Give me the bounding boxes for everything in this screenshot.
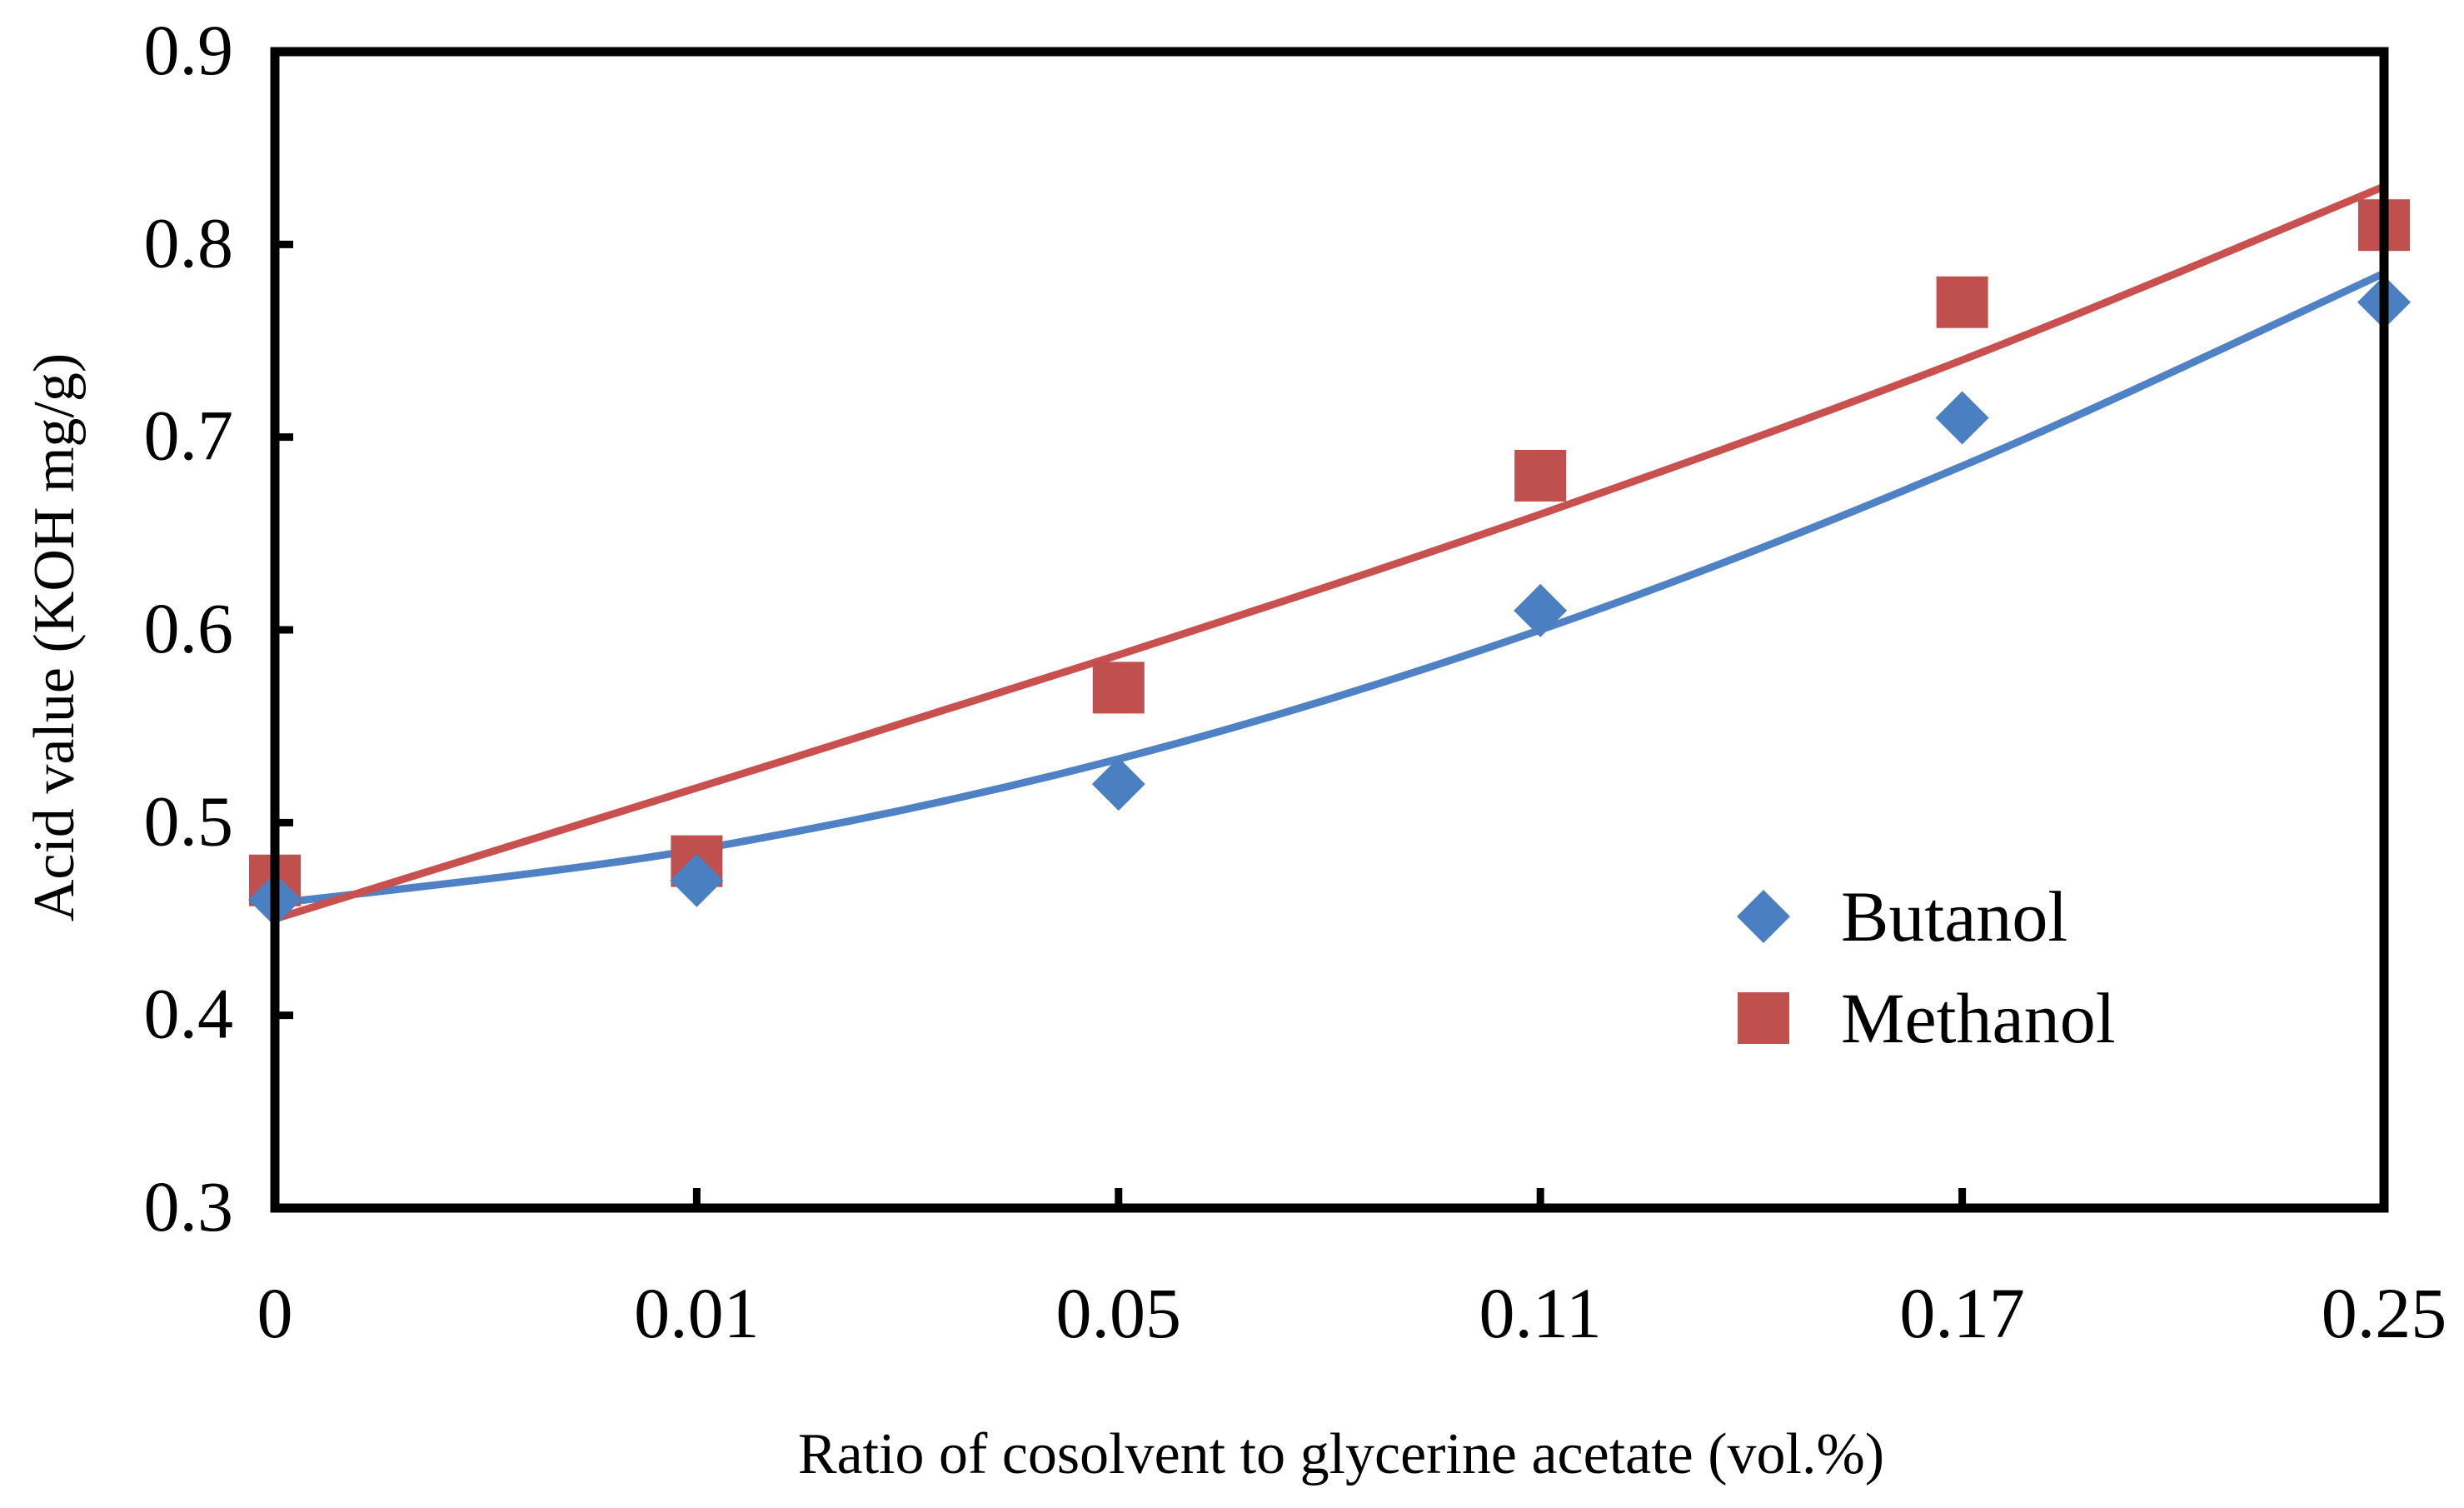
legend: Butanol Methanol (1737, 876, 2116, 1058)
marker-butanol-0.11 (1514, 583, 1568, 637)
legend-label-methanol: Methanol (1841, 978, 2116, 1058)
y-axis-title: Acid value (KOH mg/g) (22, 353, 87, 921)
trendline-methanol (271, 182, 2388, 923)
trendlines (271, 182, 2388, 923)
legend-label-butanol: Butanol (1841, 876, 2067, 956)
y-tick-label-0.5: 0.5 (144, 781, 234, 861)
y-axis: 0.3 0.4 0.5 0.6 0.7 0.8 0.9 (144, 10, 293, 1246)
marker-methanol-0.17 (1936, 276, 1988, 328)
marker-butanol-0.05 (1091, 757, 1145, 811)
x-tick-label-0.25: 0.25 (2322, 1273, 2447, 1353)
y-tick-label-0.3: 0.3 (144, 1166, 234, 1246)
y-tick-label-0.9: 0.9 (144, 10, 234, 90)
legend-marker-butanol (1737, 890, 1790, 943)
marker-methanol-0.11 (1514, 449, 1567, 502)
x-tick-label-0.17: 0.17 (1899, 1273, 2025, 1353)
x-tick-label-0.01: 0.01 (634, 1273, 760, 1353)
y-tick-label-0.8: 0.8 (144, 202, 234, 282)
y-tick-label-0.4: 0.4 (144, 974, 234, 1054)
data-markers (248, 199, 2411, 926)
legend-marker-methanol (1738, 992, 1789, 1044)
x-axis-title: Ratio of cosolvent to glycerine acetate … (798, 1422, 1884, 1486)
x-axis: 0 0.01 0.05 0.11 0.17 0.25 (257, 1188, 2447, 1353)
y-tick-label-0.6: 0.6 (144, 588, 234, 668)
x-tick-label-0.11: 0.11 (1479, 1273, 1602, 1353)
marker-methanol-0.05 (1092, 662, 1145, 714)
y-tick-label-0.7: 0.7 (144, 396, 234, 476)
x-tick-label-0.05: 0.05 (1056, 1273, 1182, 1353)
trendline-butanol (271, 269, 2388, 907)
x-tick-label-0: 0 (257, 1273, 293, 1353)
marker-butanol-0.01 (670, 853, 724, 907)
marker-butanol-0.17 (1935, 391, 1989, 445)
